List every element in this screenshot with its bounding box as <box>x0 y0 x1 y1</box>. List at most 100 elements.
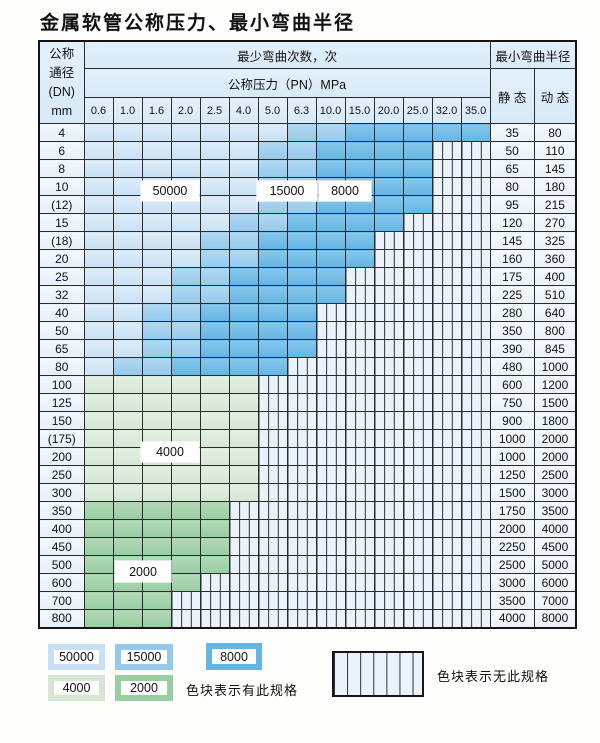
spec-cell <box>315 267 346 286</box>
spec-cell <box>286 141 317 160</box>
static-radius-cell: 750 <box>489 393 535 412</box>
spec-cell <box>141 411 172 430</box>
dynamic-radius-cell: 2000 <box>533 429 577 448</box>
spec-cell <box>373 195 404 214</box>
spec-cell <box>402 123 433 142</box>
no-spec-cell <box>460 501 491 520</box>
static-radius-cell: 65 <box>489 159 535 178</box>
no-spec-cell <box>315 447 346 466</box>
spec-cell <box>344 231 375 250</box>
no-spec-cell <box>373 321 404 340</box>
spec-cell <box>141 465 172 484</box>
spec-cell <box>170 213 201 232</box>
dn-label-cell: (18) <box>38 231 85 250</box>
legend-swatch-8000: 8000 <box>206 643 262 670</box>
spec-cell <box>170 267 201 286</box>
cycle-label-15000: 15000 <box>257 181 317 201</box>
dynamic-radius-cell: 1500 <box>533 393 577 412</box>
no-spec-cell <box>315 303 346 322</box>
no-spec-cell <box>344 357 375 376</box>
dn-label-cell: 800 <box>38 609 85 628</box>
no-spec-cell <box>170 609 201 628</box>
no-spec-cell <box>257 447 288 466</box>
spec-cell <box>141 375 172 394</box>
no-spec-cell <box>460 357 491 376</box>
spec-cell <box>286 159 317 178</box>
no-spec-cell <box>257 375 288 394</box>
no-spec-cell <box>315 321 346 340</box>
dynamic-radius-cell: 4500 <box>533 537 577 556</box>
spec-cell <box>228 447 259 466</box>
spec-cell <box>170 285 201 304</box>
no-spec-cell <box>373 249 404 268</box>
spec-cell <box>83 429 114 448</box>
spec-cell <box>83 141 114 160</box>
spec-cell <box>315 123 346 142</box>
no-spec-cell <box>431 519 462 538</box>
spec-cell <box>199 501 230 520</box>
no-spec-cell <box>286 537 317 556</box>
no-spec-cell <box>431 465 462 484</box>
spec-cell <box>141 501 172 520</box>
spec-cell <box>228 159 259 178</box>
pressure-col-header: 2.5 <box>199 97 230 124</box>
spec-cell <box>83 249 114 268</box>
spec-cell <box>170 483 201 502</box>
no-spec-cell <box>315 357 346 376</box>
no-spec-cell <box>402 465 433 484</box>
no-spec-cell <box>460 339 491 358</box>
spec-cell <box>170 465 201 484</box>
static-radius-cell: 145 <box>489 231 535 250</box>
no-spec-cell <box>373 573 404 592</box>
spec-cell <box>141 267 172 286</box>
spec-cell <box>228 411 259 430</box>
dynamic-radius-cell: 3500 <box>533 501 577 520</box>
spec-cell <box>257 231 288 250</box>
dn-label-cell: 300 <box>38 483 85 502</box>
no-spec-cell <box>402 375 433 394</box>
no-spec-cell <box>431 285 462 304</box>
dn-label-cell: 250 <box>38 465 85 484</box>
spec-cell <box>228 339 259 358</box>
spec-cell <box>228 393 259 412</box>
spec-cell <box>286 231 317 250</box>
spec-cell <box>112 591 143 610</box>
spec-cell <box>199 159 230 178</box>
no-spec-cell <box>373 375 404 394</box>
table-row: 6 50 110 <box>38 141 577 160</box>
no-spec-cell <box>460 537 491 556</box>
spec-cell <box>112 249 143 268</box>
no-spec-cell <box>344 429 375 448</box>
spec-cell <box>83 411 114 430</box>
no-spec-cell <box>315 411 346 430</box>
spec-cell <box>199 267 230 286</box>
cycle-label-2000: 2000 <box>115 561 171 582</box>
static-radius-cell: 3000 <box>489 573 535 592</box>
no-spec-cell <box>373 393 404 412</box>
spec-cell <box>112 501 143 520</box>
spec-cell <box>315 159 346 178</box>
no-spec-cell <box>373 465 404 484</box>
no-spec-cell <box>460 429 491 448</box>
spec-cell <box>199 231 230 250</box>
no-spec-cell <box>344 393 375 412</box>
dynamic-radius-cell: 1200 <box>533 375 577 394</box>
static-radius-cell: 480 <box>489 357 535 376</box>
static-radius-cell: 3500 <box>489 591 535 610</box>
spec-cell <box>83 537 114 556</box>
dn-label-cell: 125 <box>38 393 85 412</box>
no-spec-cell <box>402 339 433 358</box>
dynamic-radius-cell: 2000 <box>533 447 577 466</box>
spec-cell <box>199 213 230 232</box>
no-spec-cell <box>460 141 491 160</box>
pressure-col-header: 25.0 <box>402 97 433 124</box>
no-spec-cell <box>460 555 491 574</box>
spec-cell <box>199 519 230 538</box>
spec-cell <box>83 555 114 574</box>
spec-cell <box>170 555 201 574</box>
spec-cell <box>170 573 201 592</box>
no-spec-cell <box>344 447 375 466</box>
spec-cell <box>112 357 143 376</box>
spec-cell <box>141 591 172 610</box>
no-spec-cell <box>431 213 462 232</box>
